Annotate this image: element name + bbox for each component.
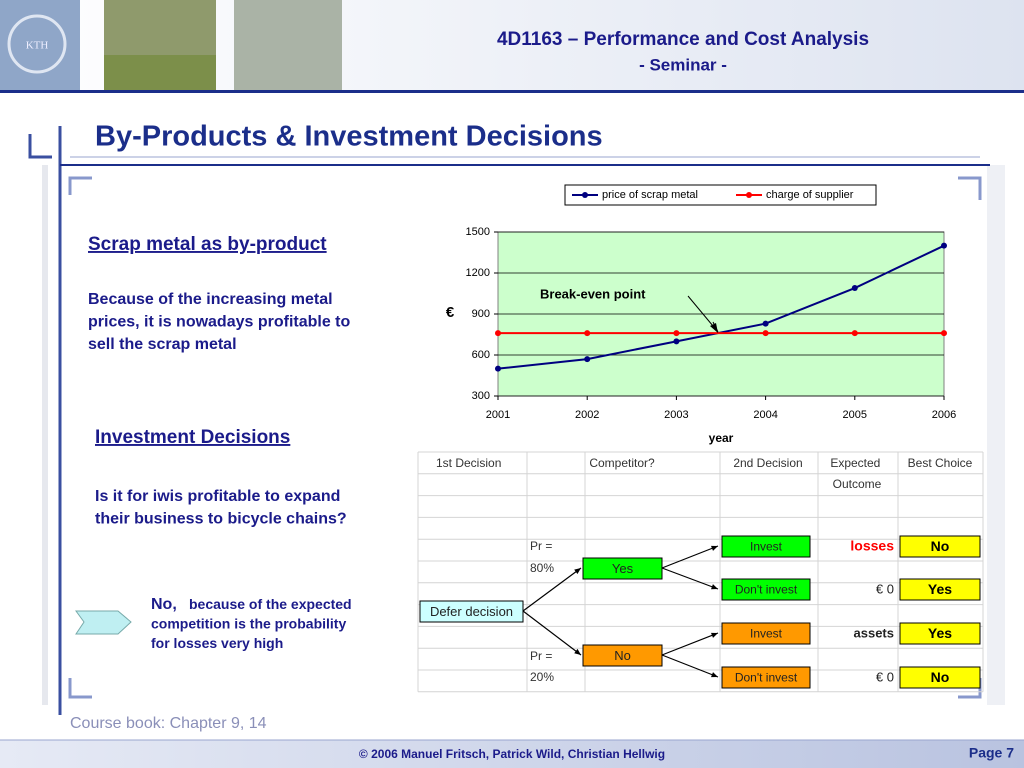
option-node-label: Invest bbox=[750, 540, 783, 554]
branch-node-label: Yes bbox=[612, 561, 634, 576]
tree-arrowhead bbox=[574, 648, 581, 655]
option-node bbox=[721, 578, 811, 601]
best-choice bbox=[899, 666, 981, 689]
footer-book: Course book: Chapter 9, 14 bbox=[70, 715, 267, 732]
table-header: 2nd Decision bbox=[733, 456, 802, 470]
tree-arrow bbox=[522, 567, 582, 612]
best-choice bbox=[899, 578, 981, 601]
root-node-label: Defer decision bbox=[430, 604, 513, 619]
data-point bbox=[673, 330, 680, 337]
prob-label: Pr = bbox=[530, 649, 552, 663]
best-choice-label: Yes bbox=[928, 581, 952, 597]
table-header: 1st Decision bbox=[436, 456, 501, 470]
data-point bbox=[762, 330, 769, 337]
x-tick-label: 2002 bbox=[575, 409, 599, 421]
tree-arrow bbox=[661, 654, 719, 678]
arrow-shape bbox=[75, 610, 132, 635]
legend-label: price of scrap metal bbox=[602, 189, 698, 201]
branch-node-label: No bbox=[614, 648, 631, 663]
table-header: Best Choice bbox=[908, 456, 973, 470]
footer-copyright: © 2006 Manuel Fritsch, Patrick Wild, Chr… bbox=[359, 747, 665, 761]
data-point bbox=[584, 356, 591, 363]
tree-arrowhead bbox=[711, 545, 718, 551]
x-tick-label: 2004 bbox=[753, 409, 777, 421]
data-point bbox=[673, 338, 680, 345]
photo-2 bbox=[234, 0, 342, 90]
section2-heading: Investment Decisions bbox=[95, 427, 290, 448]
option-node-label: Don't invest bbox=[735, 583, 798, 597]
section2-text: Is it for iwis profitable to expand thei… bbox=[95, 488, 347, 527]
tree-arrowhead bbox=[711, 584, 718, 590]
y-tick-label: 1200 bbox=[466, 267, 490, 279]
data-point bbox=[584, 330, 591, 337]
data-point bbox=[941, 330, 947, 337]
left-bracket bbox=[28, 126, 62, 715]
slide-title: By-Products & Investment Decisions bbox=[95, 121, 603, 153]
tree-arrowhead bbox=[574, 568, 581, 575]
header-title: 4D1163 – Performance and Cost Analysis bbox=[497, 29, 869, 50]
outcome: assets bbox=[854, 625, 894, 640]
footer-page: Page 7 bbox=[969, 745, 1014, 761]
tree-arrow bbox=[522, 610, 582, 656]
option-node bbox=[721, 622, 811, 645]
tree-arrow bbox=[661, 632, 719, 656]
option-node-label: Invest bbox=[750, 627, 783, 641]
best-choice-label: Yes bbox=[928, 625, 952, 641]
tree-arrow bbox=[661, 545, 719, 569]
conclusion-lead: No, bbox=[151, 596, 177, 613]
data-point bbox=[851, 330, 858, 337]
best-choice-label: No bbox=[931, 538, 950, 554]
logo-ring bbox=[7, 14, 67, 74]
best-choice bbox=[899, 622, 981, 645]
frame-corners bbox=[68, 176, 982, 699]
x-tick-label: 2003 bbox=[664, 409, 688, 421]
outcome: € 0 bbox=[876, 669, 894, 684]
photo-1-lawn bbox=[104, 55, 216, 90]
option-node bbox=[721, 666, 811, 689]
x-axis-label: year bbox=[709, 431, 734, 445]
header-rule bbox=[0, 90, 1024, 93]
prob-value: 80% bbox=[530, 561, 554, 575]
prob-value: 20% bbox=[530, 670, 554, 684]
y-tick-label: 900 bbox=[472, 308, 490, 320]
annotation: Break-even point bbox=[540, 286, 646, 301]
x-tick-label: 2001 bbox=[486, 409, 510, 421]
header-subtitle: - Seminar - bbox=[639, 55, 727, 74]
tree-arrow bbox=[661, 567, 719, 590]
legend-label: charge of supplier bbox=[766, 189, 854, 201]
outcome: losses bbox=[850, 538, 894, 554]
data-point bbox=[851, 285, 858, 292]
best-choice bbox=[899, 535, 981, 558]
table-header: Expected Outcome bbox=[830, 456, 883, 491]
y-axis-label: € bbox=[446, 304, 455, 321]
best-choice-label: No bbox=[931, 669, 950, 685]
outcome: € 0 bbox=[876, 581, 894, 596]
footer-band bbox=[0, 740, 1024, 768]
option-node bbox=[721, 535, 811, 558]
x-tick-label: 2005 bbox=[843, 409, 867, 421]
legend-box bbox=[564, 184, 877, 206]
option-node-label: Don't invest bbox=[735, 671, 798, 685]
prob-label: Pr = bbox=[530, 539, 552, 553]
x-tick-label: 2006 bbox=[932, 409, 956, 421]
frame-strip bbox=[987, 165, 1005, 705]
data-point bbox=[762, 320, 769, 327]
legend-dot bbox=[582, 192, 588, 198]
annotation-head bbox=[710, 323, 718, 333]
table-header: Competitor? bbox=[589, 456, 655, 470]
tree-arrowhead bbox=[711, 632, 718, 638]
section1-text: Because of the increasing metal prices, … bbox=[88, 291, 355, 353]
legend-dot bbox=[746, 192, 752, 198]
logo-text: KTH bbox=[26, 40, 49, 52]
section1-heading: Scrap metal as by-product bbox=[88, 234, 327, 255]
y-tick-label: 1500 bbox=[466, 226, 490, 238]
y-tick-label: 300 bbox=[472, 390, 490, 402]
y-tick-label: 600 bbox=[472, 349, 490, 361]
tree-arrowhead bbox=[711, 672, 718, 678]
data-point bbox=[941, 242, 947, 249]
data-point bbox=[495, 330, 501, 337]
data-point bbox=[495, 365, 501, 372]
conclusion-text: because of the expected competition is t… bbox=[151, 596, 356, 651]
